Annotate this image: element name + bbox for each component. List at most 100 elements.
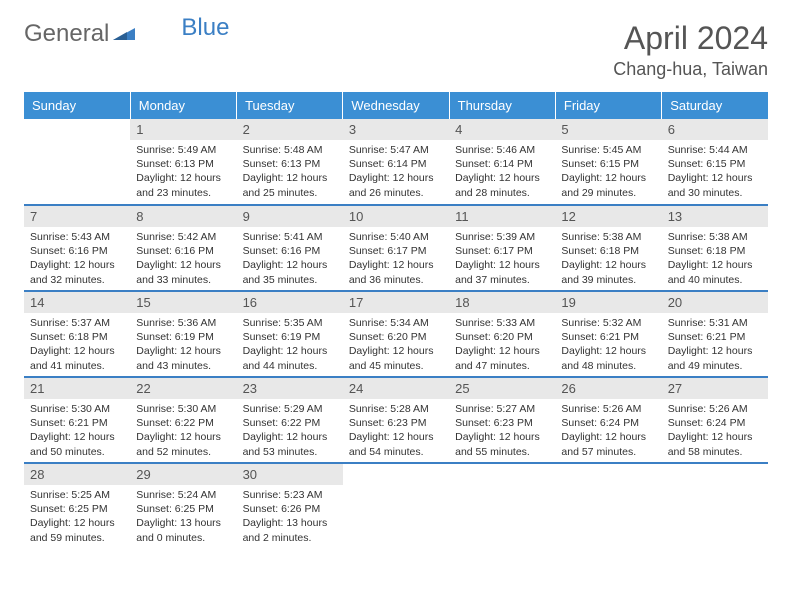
daylight-line: Daylight: 12 hours and 52 minutes. bbox=[136, 430, 230, 458]
day-number: 24 bbox=[343, 378, 449, 399]
sunrise-line: Sunrise: 5:29 AM bbox=[243, 402, 337, 416]
sunset-line: Sunset: 6:23 PM bbox=[349, 416, 443, 430]
sunset-line: Sunset: 6:19 PM bbox=[136, 330, 230, 344]
calendar-day-cell: 25Sunrise: 5:27 AMSunset: 6:23 PMDayligh… bbox=[449, 377, 555, 463]
sunset-line: Sunset: 6:15 PM bbox=[668, 157, 762, 171]
calendar-day-cell: 16Sunrise: 5:35 AMSunset: 6:19 PMDayligh… bbox=[237, 291, 343, 377]
day-content: Sunrise: 5:43 AMSunset: 6:16 PMDaylight:… bbox=[24, 227, 130, 290]
calendar-day-cell: 11Sunrise: 5:39 AMSunset: 6:17 PMDayligh… bbox=[449, 205, 555, 291]
day-number: 29 bbox=[130, 464, 236, 485]
daylight-line: Daylight: 12 hours and 48 minutes. bbox=[561, 344, 655, 372]
day-content: Sunrise: 5:27 AMSunset: 6:23 PMDaylight:… bbox=[449, 399, 555, 462]
day-number: 12 bbox=[555, 206, 661, 227]
daylight-line: Daylight: 12 hours and 26 minutes. bbox=[349, 171, 443, 199]
daylight-line: Daylight: 12 hours and 25 minutes. bbox=[243, 171, 337, 199]
day-number: 19 bbox=[555, 292, 661, 313]
calendar-week-row: 28Sunrise: 5:25 AMSunset: 6:25 PMDayligh… bbox=[24, 463, 768, 549]
calendar-day-cell: 12Sunrise: 5:38 AMSunset: 6:18 PMDayligh… bbox=[555, 205, 661, 291]
sunrise-line: Sunrise: 5:38 AM bbox=[561, 230, 655, 244]
day-number: 30 bbox=[237, 464, 343, 485]
calendar-day-cell: 14Sunrise: 5:37 AMSunset: 6:18 PMDayligh… bbox=[24, 291, 130, 377]
logo-triangle-icon bbox=[113, 24, 135, 45]
calendar-day-cell: 10 Sunrise: 5:40 AMSunset: 6:17 PMDayligh… bbox=[343, 205, 449, 291]
daylight-line: Daylight: 12 hours and 40 minutes. bbox=[668, 258, 762, 286]
sunset-line: Sunset: 6:22 PM bbox=[243, 416, 337, 430]
day-number: 1 bbox=[130, 119, 236, 140]
calendar-day-cell: 23Sunrise: 5:29 AMSunset: 6:22 PMDayligh… bbox=[237, 377, 343, 463]
day-number: 8 bbox=[130, 206, 236, 227]
calendar-table: SundayMondayTuesdayWednesdayThursdayFrid… bbox=[24, 92, 768, 549]
day-content: Sunrise: 5:26 AMSunset: 6:24 PMDaylight:… bbox=[555, 399, 661, 462]
daylight-line: Daylight: 12 hours and 45 minutes. bbox=[349, 344, 443, 372]
daylight-line: Daylight: 12 hours and 33 minutes. bbox=[136, 258, 230, 286]
sunset-line: Sunset: 6:16 PM bbox=[30, 244, 124, 258]
calendar-week-row: 21Sunrise: 5:30 AMSunset: 6:21 PMDayligh… bbox=[24, 377, 768, 463]
calendar-day-cell: 30Sunrise: 5:23 AMSunset: 6:26 PMDayligh… bbox=[237, 463, 343, 549]
sunrise-line: Sunrise: 5:43 AM bbox=[30, 230, 124, 244]
location: Chang-hua, Taiwan bbox=[613, 59, 768, 80]
sunset-line: Sunset: 6:16 PM bbox=[243, 244, 337, 258]
sunrise-line: Sunrise: 5:39 AM bbox=[455, 230, 549, 244]
day-number: 14 bbox=[24, 292, 130, 313]
day-content: Sunrise: 5:47 AMSunset: 6:14 PMDaylight:… bbox=[343, 140, 449, 203]
logo-text-1: General bbox=[24, 20, 109, 48]
calendar-body: 1Sunrise: 5:49 AMSunset: 6:13 PMDaylight… bbox=[24, 119, 768, 549]
sunset-line: Sunset: 6:24 PM bbox=[668, 416, 762, 430]
daylight-line: Daylight: 13 hours and 0 minutes. bbox=[136, 516, 230, 544]
daylight-line: Daylight: 12 hours and 32 minutes. bbox=[30, 258, 124, 286]
calendar-week-row: 14Sunrise: 5:37 AMSunset: 6:18 PMDayligh… bbox=[24, 291, 768, 377]
day-number: 11 bbox=[449, 206, 555, 227]
daylight-line: Daylight: 12 hours and 37 minutes. bbox=[455, 258, 549, 286]
day-number: 25 bbox=[449, 378, 555, 399]
sunrise-line: Sunrise: 5:26 AM bbox=[668, 402, 762, 416]
calendar-day-cell bbox=[343, 463, 449, 549]
month-title: April 2024 bbox=[613, 20, 768, 57]
sunset-line: Sunset: 6:14 PM bbox=[349, 157, 443, 171]
daylight-line: Daylight: 12 hours and 47 minutes. bbox=[455, 344, 549, 372]
day-content: Sunrise: 5:38 AMSunset: 6:18 PMDaylight:… bbox=[555, 227, 661, 290]
day-content: Sunrise: 5:35 AMSunset: 6:19 PMDaylight:… bbox=[237, 313, 343, 376]
day-content: Sunrise: 5:25 AMSunset: 6:25 PMDaylight:… bbox=[24, 485, 130, 548]
sunrise-line: Sunrise: 5:30 AM bbox=[136, 402, 230, 416]
sunrise-line: Sunrise: 5:47 AM bbox=[349, 143, 443, 157]
sunset-line: Sunset: 6:17 PM bbox=[349, 244, 443, 258]
calendar-day-cell: 27Sunrise: 5:26 AMSunset: 6:24 PMDayligh… bbox=[662, 377, 768, 463]
sunrise-line: Sunrise: 5:44 AM bbox=[668, 143, 762, 157]
day-number: 17 bbox=[343, 292, 449, 313]
weekday-header: Wednesday bbox=[343, 92, 449, 119]
sunset-line: Sunset: 6:15 PM bbox=[561, 157, 655, 171]
sunset-line: Sunset: 6:26 PM bbox=[243, 502, 337, 516]
daylight-line: Daylight: 12 hours and 29 minutes. bbox=[561, 171, 655, 199]
day-content: Sunrise: 5:49 AMSunset: 6:13 PMDaylight:… bbox=[130, 140, 236, 203]
day-number: 13 bbox=[662, 206, 768, 227]
sunset-line: Sunset: 6:18 PM bbox=[668, 244, 762, 258]
calendar-day-cell: 19Sunrise: 5:32 AMSunset: 6:21 PMDayligh… bbox=[555, 291, 661, 377]
daylight-line: Daylight: 12 hours and 55 minutes. bbox=[455, 430, 549, 458]
sunrise-line: Sunrise: 5:26 AM bbox=[561, 402, 655, 416]
sunset-line: Sunset: 6:16 PM bbox=[136, 244, 230, 258]
sunrise-line: Sunrise: 5:42 AM bbox=[136, 230, 230, 244]
sunrise-line: Sunrise: 5:25 AM bbox=[30, 488, 124, 502]
sunrise-line: Sunrise: 5:24 AM bbox=[136, 488, 230, 502]
sunrise-line: Sunrise: 5:46 AM bbox=[455, 143, 549, 157]
day-content: Sunrise: 5:38 AMSunset: 6:18 PMDaylight:… bbox=[662, 227, 768, 290]
sunrise-line: Sunrise: 5:40 AM bbox=[349, 230, 443, 244]
day-number: 23 bbox=[237, 378, 343, 399]
calendar-day-cell bbox=[555, 463, 661, 549]
daylight-line: Daylight: 12 hours and 39 minutes. bbox=[561, 258, 655, 286]
day-content: Sunrise: 5:24 AMSunset: 6:25 PMDaylight:… bbox=[130, 485, 236, 548]
sunrise-line: Sunrise: 5:23 AM bbox=[243, 488, 337, 502]
weekday-header: Monday bbox=[130, 92, 236, 119]
sunrise-line: Sunrise: 5:37 AM bbox=[30, 316, 124, 330]
day-number: 10 bbox=[343, 206, 449, 227]
calendar-day-cell: 1Sunrise: 5:49 AMSunset: 6:13 PMDaylight… bbox=[130, 119, 236, 205]
calendar-day-cell: 26Sunrise: 5:26 AMSunset: 6:24 PMDayligh… bbox=[555, 377, 661, 463]
sunrise-line: Sunrise: 5:31 AM bbox=[668, 316, 762, 330]
day-content: Sunrise: 5:46 AMSunset: 6:14 PMDaylight:… bbox=[449, 140, 555, 203]
sunset-line: Sunset: 6:14 PM bbox=[455, 157, 549, 171]
sunrise-line: Sunrise: 5:36 AM bbox=[136, 316, 230, 330]
calendar-day-cell: 18Sunrise: 5:33 AMSunset: 6:20 PMDayligh… bbox=[449, 291, 555, 377]
day-number: 15 bbox=[130, 292, 236, 313]
daylight-line: Daylight: 12 hours and 35 minutes. bbox=[243, 258, 337, 286]
daylight-line: Daylight: 12 hours and 36 minutes. bbox=[349, 258, 443, 286]
